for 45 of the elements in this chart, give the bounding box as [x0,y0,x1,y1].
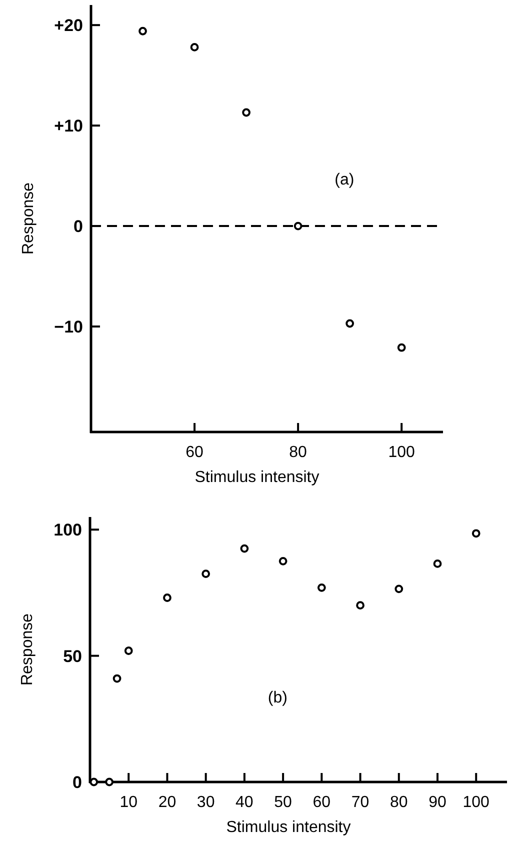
point [356,601,364,610]
y-tick-label: +10 [54,116,83,136]
point [90,778,98,786]
y-tick-label: −10 [54,317,83,336]
point [105,778,114,786]
x-tick-label: 40 [236,794,254,811]
x-tick-label: 100 [388,444,416,461]
y-tick-label: 0 [74,216,83,236]
point [190,43,199,52]
point [294,222,302,230]
point [163,594,172,602]
x-axis-title: Stimulus intensity [194,469,320,486]
y-tick-label: 50 [63,646,82,666]
x-tick-label: 100 [462,794,490,811]
point [433,559,442,568]
point [242,108,250,117]
point [138,26,147,36]
point [394,584,404,594]
x-tick-label: 30 [196,794,215,811]
point [240,544,249,553]
x-tick-label: 60 [312,794,331,811]
x-tick-label: 10 [120,794,138,811]
y-axis-title: Response [19,613,36,686]
x-tick-label: 50 [274,794,292,811]
y-axis-title: Response [20,182,37,255]
x-tick-label: 70 [351,794,370,811]
x-tick-label: 90 [428,794,446,811]
x-tick-label: 60 [186,444,204,461]
point [112,674,122,683]
point [202,570,210,578]
point [317,583,326,592]
point [397,343,406,352]
x-tick-label: 80 [289,444,308,461]
y-tick-label: 0 [72,772,82,792]
y-tick-label: +20 [54,16,83,36]
point [472,529,480,538]
y-tick-label: 100 [54,520,82,540]
x-tick-label: 20 [158,794,176,811]
point [346,319,354,328]
annotation: (a) [334,171,354,188]
x-axis-title: Stimulus intensity [226,819,351,836]
point [278,556,288,566]
point [124,646,133,655]
x-tick-label: 80 [390,794,408,811]
annotation: (b) [268,690,288,706]
